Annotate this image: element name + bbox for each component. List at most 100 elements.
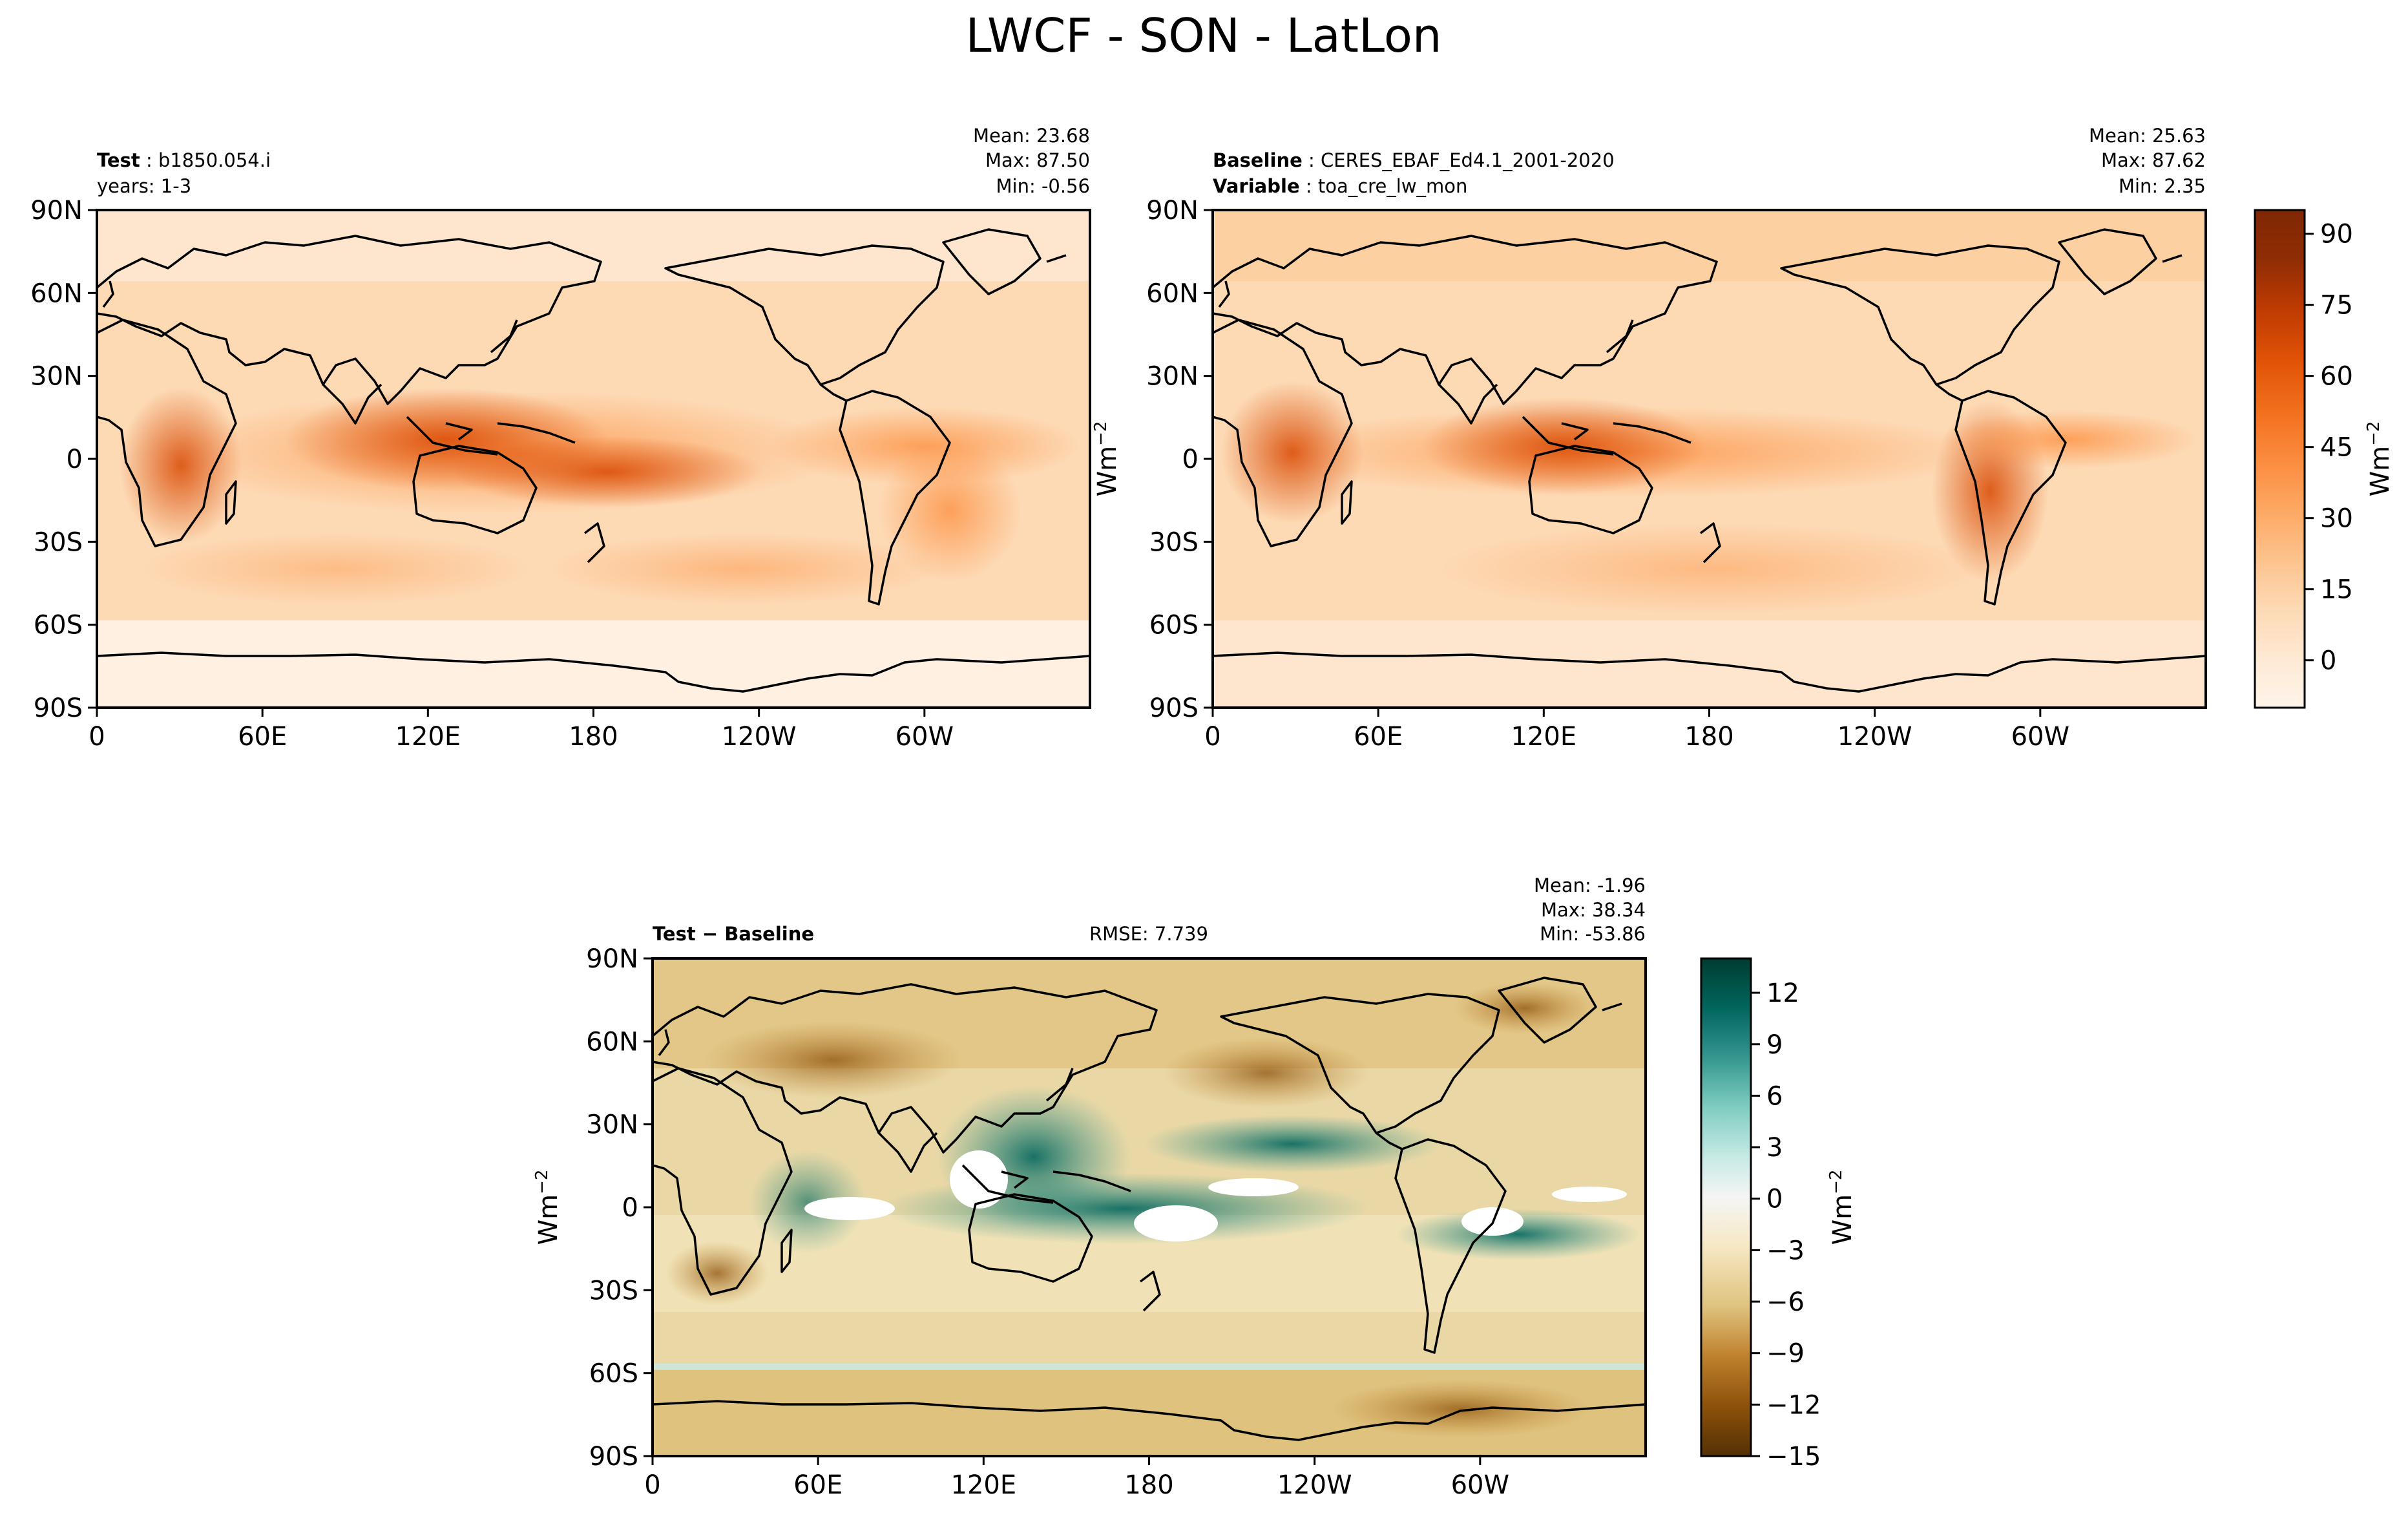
test-xtick-label: 120W — [722, 722, 797, 752]
panel-difference: Test − Baseline RMSE: 7.739 Mean: -1.96 … — [532, 874, 1647, 1500]
colorbar-diff-tick-label: 3 — [1766, 1133, 1783, 1163]
difference-ytick-label: 30N — [586, 1110, 638, 1140]
test-ticks: 0 60E 120E 180 120W 60W 90N 60N 30N 0 30S 60S 90S — [30, 196, 954, 752]
test-xtick-label: 120E — [395, 722, 461, 752]
colorbar-diff-tick-label: 12 — [1766, 978, 1799, 1008]
colorbar-top: 90 75 60 45 30 15 0 Wm−2 — [2254, 209, 2395, 709]
baseline-ytick-label: 0 — [1182, 445, 1199, 474]
colorbar-diff-fill — [1701, 958, 1751, 1456]
test-ytick-label: 30S — [34, 527, 83, 557]
test-ytick-label: 90N — [30, 196, 83, 226]
colorbar-diff: 12 9 6 3 0 −3 −6 −9 −12 −15 Wm−2 — [1700, 957, 1858, 1472]
difference-ytick-label: 60S — [589, 1359, 638, 1389]
difference-ytick-label: 30S — [589, 1276, 638, 1305]
test-xtick-label: 0 — [89, 722, 105, 752]
difference-ytick-label: 90N — [586, 944, 638, 974]
difference-xtick-label: 60W — [1451, 1470, 1509, 1500]
colorbar-diff-label: Wm−2 — [1827, 1170, 1858, 1245]
test-header-bold: Test — [97, 149, 140, 171]
colorbar-top-tick-label: 30 — [2320, 504, 2353, 534]
test-xtick-label: 60E — [238, 722, 287, 752]
baseline-xtick-label: 180 — [1684, 722, 1733, 752]
difference-xtick-label: 0 — [644, 1470, 660, 1500]
difference-rmse: RMSE: 7.739 — [1089, 923, 1208, 945]
baseline-ytick-label: 30S — [1149, 527, 1199, 557]
baseline-variable-name: toa_cre_lw_mon — [1318, 175, 1468, 197]
colorbar-top-label: Wm−2 — [2364, 421, 2395, 497]
difference-ytick-label: 90S — [589, 1442, 638, 1472]
test-header-case: b1850.054.i — [158, 149, 271, 171]
difference-ticks: 0 60E 120E 180 120W 60W 90N 60N 30N 0 30S 60S 90S — [586, 944, 1509, 1500]
test-header: Test : b1850.054.i — [97, 149, 271, 171]
baseline-xtick-label: 0 — [1204, 722, 1220, 752]
baseline-stat-mean: Mean: 25.63 — [2089, 125, 2206, 147]
difference-stat-mean: Mean: -1.96 — [1534, 874, 1646, 896]
colorbar-top-tick-label: 15 — [2320, 575, 2353, 605]
baseline-ytick-label: 60N — [1146, 279, 1199, 308]
difference-xtick-label: 120E — [951, 1470, 1017, 1500]
difference-field — [653, 958, 1646, 1456]
colorbar-diff-frame — [1700, 957, 1752, 1457]
baseline-ylabel: Wm−2 — [1091, 421, 1122, 497]
difference-ylabel: Wm−2 — [532, 1170, 563, 1245]
test-stat-min: Min: -0.56 — [996, 175, 1090, 197]
colorbar-top-tick-label: 0 — [2320, 646, 2336, 676]
colorbar-diff-tick-label: 0 — [1766, 1185, 1783, 1214]
baseline-stat-max: Max: 87.62 — [2101, 149, 2206, 171]
colorbar-top-tick-label: 45 — [2320, 433, 2353, 463]
baseline-xtick-label: 60W — [2011, 722, 2069, 752]
baseline-variable-bold: Variable — [1213, 175, 1300, 197]
difference-xtick-label: 180 — [1124, 1470, 1173, 1500]
colorbar-top-frame — [2254, 209, 2306, 709]
panel-baseline: Baseline : CERES_EBAF_Ed4.1_2001-2020 Va… — [1091, 125, 2207, 752]
colorbar-diff-tick-label: 6 — [1766, 1081, 1783, 1111]
baseline-header: Baseline : CERES_EBAF_Ed4.1_2001-2020 — [1213, 149, 1615, 171]
test-stat-max: Max: 87.50 — [985, 149, 1090, 171]
baseline-ytick-label: 90N — [1146, 196, 1199, 226]
difference-stat-min: Min: -53.86 — [1540, 923, 1646, 945]
colorbar-diff-tick-label: −9 — [1766, 1339, 1805, 1369]
test-years: years: 1-3 — [97, 175, 191, 197]
colorbar-top-tick-label: 75 — [2320, 291, 2353, 321]
panel-test: Test : b1850.054.i years: 1-3 Mean: 23.6… — [30, 125, 1091, 752]
baseline-ytick-label: 30N — [1146, 362, 1199, 392]
baseline-field — [1213, 210, 2206, 708]
difference-stat-max: Max: 38.34 — [1541, 899, 1646, 921]
test-ytick-label: 30N — [30, 362, 83, 392]
baseline-ytick-label: 90S — [1149, 693, 1199, 723]
difference-ytick-label: 0 — [622, 1193, 638, 1223]
baseline-header-dataset: CERES_EBAF_Ed4.1_2001-2020 — [1321, 149, 1615, 171]
colorbar-diff-tick-label: 9 — [1766, 1030, 1783, 1060]
test-ytick-label: 0 — [67, 445, 83, 474]
colorbar-diff-tick-label: −15 — [1766, 1442, 1821, 1472]
baseline-xtick-label: 60E — [1354, 722, 1403, 752]
difference-header: Test − Baseline — [653, 923, 814, 945]
baseline-xtick-label: 120W — [1837, 722, 1912, 752]
colorbar-top-fill — [2255, 210, 2305, 708]
baseline-ytick-label: 60S — [1149, 611, 1199, 640]
baseline-header-bold: Baseline — [1213, 149, 1303, 171]
test-ytick-label: 90S — [34, 693, 83, 723]
test-field — [97, 210, 1090, 708]
colorbar-diff-tick-label: −12 — [1766, 1390, 1821, 1420]
test-stat-mean: Mean: 23.68 — [973, 125, 1090, 147]
difference-ytick-label: 60N — [586, 1027, 638, 1057]
colorbar-diff-ticks: 12 9 6 3 0 −3 −6 −9 −12 −15 — [1751, 978, 1821, 1472]
colorbar-diff-tick-label: −3 — [1766, 1236, 1805, 1265]
colorbar-top-tick-label: 90 — [2320, 220, 2353, 249]
difference-xtick-label: 120W — [1277, 1470, 1352, 1500]
baseline-stat-min: Min: 2.35 — [2119, 175, 2206, 197]
colorbar-diff-tick-label: −6 — [1766, 1287, 1805, 1317]
test-ytick-label: 60S — [34, 611, 83, 640]
baseline-xtick-label: 120E — [1511, 722, 1577, 752]
baseline-ticks: 0 60E 120E 180 120W 60W 90N 60N 30N 0 30S 60S 90S — [1146, 196, 2069, 752]
colorbar-top-ticks: 90 75 60 45 30 15 0 — [2305, 220, 2353, 676]
test-xtick-label: 180 — [569, 722, 618, 752]
test-ytick-label: 60N — [30, 279, 83, 308]
baseline-variable: Variable : toa_cre_lw_mon — [1213, 175, 1467, 197]
colorbar-top-tick-label: 60 — [2320, 362, 2353, 392]
difference-xtick-label: 60E — [793, 1470, 843, 1500]
test-xtick-label: 60W — [895, 722, 954, 752]
figure-title: LWCF - SON - LatLon — [965, 8, 1441, 63]
